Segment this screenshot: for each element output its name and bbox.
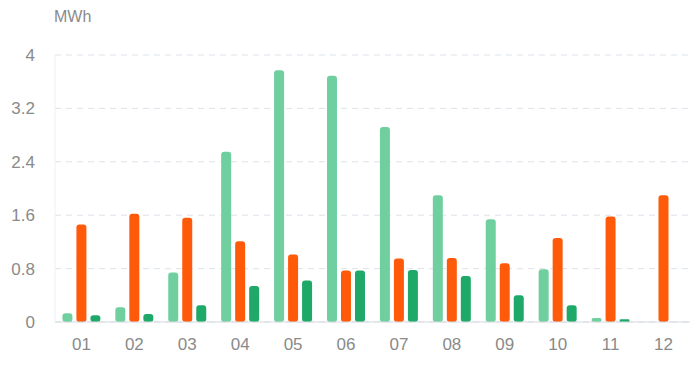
svg-text:03: 03 <box>178 335 197 354</box>
svg-text:05: 05 <box>284 335 303 354</box>
svg-text:04: 04 <box>231 335 250 354</box>
svg-text:2.4: 2.4 <box>11 153 35 172</box>
svg-text:08: 08 <box>442 335 461 354</box>
svg-text:10: 10 <box>548 335 567 354</box>
svg-text:12: 12 <box>654 335 673 354</box>
html-text:MWh: MWh <box>54 8 92 25</box>
svg-text:4: 4 <box>26 46 35 65</box>
svg-text:11: 11 <box>602 335 620 354</box>
svg-text:06: 06 <box>337 335 356 354</box>
svg-text:3.2: 3.2 <box>11 99 35 118</box>
svg-text:02: 02 <box>125 335 144 354</box>
svg-text:07: 07 <box>389 335 408 354</box>
svg-text:1.6: 1.6 <box>11 206 35 225</box>
svg-text:09: 09 <box>495 335 514 354</box>
svg-text:0.8: 0.8 <box>11 260 35 279</box>
svg-text:01: 01 <box>72 335 91 354</box>
svg-text:0: 0 <box>26 313 35 332</box>
